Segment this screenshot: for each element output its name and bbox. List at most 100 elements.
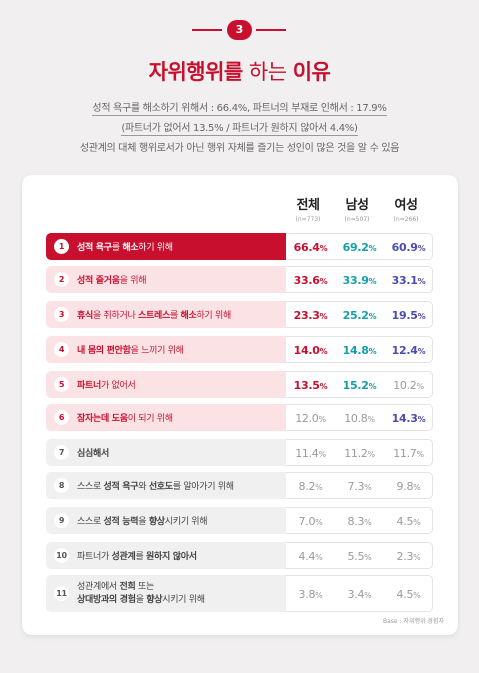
value-female: 4.5% <box>384 576 433 613</box>
reason-segment: 를 알아가기 위해 <box>172 482 234 492</box>
column-header-total: 전체 (n=773) <box>278 194 338 223</box>
percent-sign: % <box>413 483 421 492</box>
row-label: 11 성관계에서 전희 또는 상대방과의 경험을 향상시키기 위해 <box>46 575 286 612</box>
column-sample-size: (n=507) <box>344 216 370 223</box>
percent-sign: % <box>319 312 328 321</box>
table-row: 11 성관계에서 전희 또는 상대방과의 경험을 향상시키기 위해 3.8% 3.4% 4… <box>46 575 433 612</box>
row-values: 12.0% 10.8% 14.3% <box>286 404 433 431</box>
row-label: 1 성적 욕구를 해소하기 위해 <box>46 233 286 260</box>
subtitle-line-1: 성적 욕구를 해소하기 위해서 : 66.4%, 파트너의 부재로 인해서 : … <box>92 103 387 116</box>
percent-value: 10.2 <box>393 379 417 392</box>
row-values: 23.3% 25.2% 19.5% <box>286 301 433 328</box>
column-sample-size: (n=773) <box>295 216 321 223</box>
reason-segment: 해소 <box>122 243 139 253</box>
value-male: 10.8% <box>335 405 384 432</box>
reason-segment: 성적 즐거움 <box>77 276 120 286</box>
percent-value: 4.5 <box>396 588 414 601</box>
table-row: 7 심심해서 11.4% 11.2% 11.7% <box>46 439 433 466</box>
value-female: 19.5% <box>384 302 433 329</box>
reason-segment: 성적 욕구 <box>103 482 139 492</box>
rank-number: 2 <box>54 272 69 287</box>
percent-sign: % <box>318 415 326 424</box>
percent-value: 11.7 <box>393 447 417 460</box>
percent-value: 5.5 <box>347 550 365 563</box>
reason-text: 스스로 성적 욕구와 선호도를 알아가기 위해 <box>77 479 234 492</box>
percent-sign: % <box>318 450 326 459</box>
row-label: 10 파트너가 성관계를 원하지 않아서 <box>46 542 286 569</box>
value-female: 12.4% <box>384 337 433 364</box>
value-female: 4.5% <box>384 508 433 535</box>
reason-segment: 향상 <box>148 517 165 527</box>
reason-segment: 하기 위해 <box>196 311 231 321</box>
badge-divider-right <box>256 29 286 31</box>
reason-segment: 을 <box>135 594 147 605</box>
table-row: 10 파트너가 성관계를 원하지 않아서 4.4% 5.5% 2.3% <box>46 542 433 569</box>
reason-text: 파트너가 성관계를 원하지 않아서 <box>77 549 197 562</box>
value-male: 8.3% <box>335 508 384 535</box>
column-label: 남성 <box>345 198 369 213</box>
percent-value: 3.4 <box>347 588 365 601</box>
reason-segment: 휴식 <box>77 311 93 321</box>
percent-value: 33.9 <box>342 274 369 287</box>
reason-text: 잠자는데 도움이 되기 위해 <box>77 411 173 424</box>
percent-sign: % <box>315 518 323 527</box>
percent-value: 14.0 <box>293 344 320 357</box>
percent-sign: % <box>417 244 426 253</box>
rank-number: 10 <box>54 548 69 563</box>
percent-sign: % <box>417 415 426 424</box>
value-total: 23.3% <box>286 302 335 329</box>
percent-sign: % <box>319 277 328 286</box>
value-male: 69.2% <box>335 234 384 261</box>
row-values: 14.0% 14.8% 12.4% <box>286 336 433 363</box>
percent-sign: % <box>413 553 421 562</box>
column-sample-size: (n=266) <box>393 216 419 223</box>
title-part1: 자위행위를 <box>148 60 244 84</box>
value-female: 2.3% <box>384 543 433 570</box>
value-female: 14.3% <box>384 405 433 432</box>
reasons-table-card: 전체 (n=773) 남성 (n=507) 여성 (n=266) 1 성적 욕구를… <box>22 175 458 635</box>
rank-number: 1 <box>54 239 69 254</box>
reason-segment: 향상 <box>146 594 163 605</box>
value-total: 4.4% <box>286 543 335 570</box>
percent-value: 14.3 <box>391 412 418 425</box>
value-total: 12.0% <box>286 405 335 432</box>
row-values: 7.0% 8.3% 4.5% <box>286 507 433 534</box>
table-row: 1 성적 욕구를 해소하기 위해 66.4% 69.2% 60.9% <box>46 233 433 260</box>
reason-segment: 선호도 <box>148 482 173 492</box>
table-row: 3 휴식을 취하거나 스트레스를 해소하기 위해 23.3% 25.2% 19.5% <box>46 301 433 328</box>
reason-segment: 상대방과의 경험 <box>77 594 136 605</box>
percent-value: 2.3 <box>396 550 414 563</box>
reason-segment: 스스로 <box>77 517 104 527</box>
percent-sign: % <box>417 277 426 286</box>
reason-segment: 를 <box>169 311 181 321</box>
reason-segment: 을 위해 <box>119 276 147 286</box>
percent-value: 13.5 <box>293 379 320 392</box>
percent-value: 60.9 <box>391 241 418 254</box>
percent-value: 9.8 <box>396 480 414 493</box>
rank-number: 7 <box>54 445 69 460</box>
reason-segment: 이 되기 위해 <box>127 414 173 424</box>
section-number-badge: 3 <box>227 20 252 40</box>
percent-value: 8.2 <box>298 480 316 493</box>
row-label: 5 파트너가 없어서 <box>46 371 286 398</box>
value-total: 13.5% <box>286 372 335 399</box>
percent-value: 10.8 <box>344 412 368 425</box>
percent-sign: % <box>367 450 375 459</box>
value-total: 66.4% <box>286 234 335 261</box>
row-values: 13.5% 15.2% 10.2% <box>286 371 433 398</box>
reason-segment: 또는 <box>135 581 154 592</box>
reason-segment: 원하지 않아서 <box>145 552 197 562</box>
table-row: 2 성적 즐거움을 위해 33.6% 33.9% 33.1% <box>46 266 433 293</box>
value-male: 25.2% <box>335 302 384 329</box>
row-label: 2 성적 즐거움을 위해 <box>46 266 286 293</box>
percent-sign: % <box>364 518 372 527</box>
percent-value: 12.4 <box>391 344 418 357</box>
reason-segment: 을 <box>138 517 149 527</box>
column-label: 전체 <box>296 198 320 213</box>
percent-value: 8.3 <box>347 515 365 528</box>
column-header-female: 여성 (n=266) <box>376 194 436 223</box>
percent-value: 15.2 <box>342 379 369 392</box>
value-female: 33.1% <box>384 267 433 294</box>
value-total: 11.4% <box>286 440 335 467</box>
